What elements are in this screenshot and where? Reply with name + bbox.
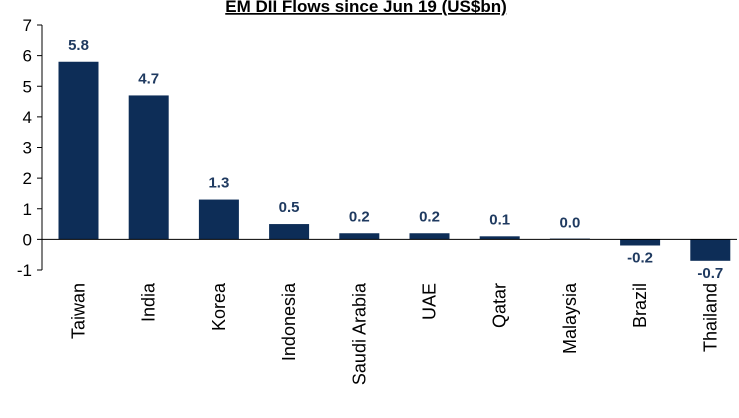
data-label: 0.0 <box>559 214 580 231</box>
x-tick-label: Thailand <box>700 283 720 352</box>
data-label: -0.2 <box>627 250 653 267</box>
bar-korea <box>198 199 239 240</box>
x-axis-tick-labels: Taiwan India Korea Indonesia Saudi Arabia UAE… <box>69 282 721 385</box>
x-tick-label: Saudi Arabia <box>349 282 369 385</box>
bar-indonesia <box>269 224 310 240</box>
bar-india <box>128 95 169 240</box>
y-tick-label: 2 <box>23 169 32 188</box>
data-label: 0.1 <box>489 211 510 228</box>
y-tick-label: 7 <box>23 16 32 35</box>
y-tick-label: 0 <box>23 230 32 249</box>
x-tick-label: Indonesia <box>279 282 299 361</box>
data-label: 0.5 <box>279 199 300 216</box>
y-tick-label: 4 <box>23 108 32 127</box>
data-label: 1.3 <box>208 175 229 192</box>
y-tick-label: 3 <box>23 139 32 158</box>
x-tick-label: UAE <box>420 283 440 320</box>
data-label: 4.7 <box>138 70 159 87</box>
bars <box>58 61 731 261</box>
x-tick-label: Taiwan <box>69 283 89 339</box>
bar-uae <box>409 233 450 240</box>
x-tick-label: Korea <box>209 282 229 331</box>
y-tick-label: -1 <box>17 261 32 280</box>
bar-qatar <box>479 236 520 240</box>
y-tick-label: 1 <box>23 200 32 219</box>
y-tick-label: 6 <box>23 47 32 66</box>
bar-brazil <box>620 239 661 246</box>
data-label: 0.2 <box>419 208 440 225</box>
x-tick-label: Qatar <box>490 283 510 328</box>
data-labels: 5.8 4.7 1.3 0.5 0.2 0.2 0.1 0.0 -0.2 -0.7 <box>68 37 723 282</box>
y-axis-ticks: -1 0 1 2 3 4 5 6 7 <box>17 16 42 280</box>
y-tick-label: 5 <box>23 77 32 96</box>
x-tick-label: Brazil <box>630 283 650 328</box>
x-tick-label: India <box>139 282 159 322</box>
x-tick-label: Malaysia <box>560 282 580 354</box>
data-label: 0.2 <box>349 208 370 225</box>
chart-title: EM DII Flows since Jun 19 (US$bn) <box>225 0 507 16</box>
bar-taiwan <box>58 61 99 240</box>
bar-saudi-arabia <box>339 233 380 240</box>
data-label: -0.7 <box>697 265 723 282</box>
bar-thailand <box>690 239 731 261</box>
data-label: 5.8 <box>68 37 89 54</box>
